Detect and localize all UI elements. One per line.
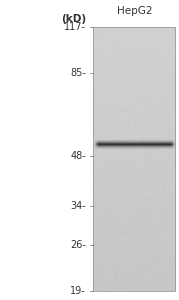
- Text: 85-: 85-: [70, 68, 86, 78]
- Text: 19-: 19-: [70, 286, 86, 296]
- Text: HepG2: HepG2: [117, 7, 152, 16]
- Bar: [93, 27, 175, 291]
- Text: 117-: 117-: [64, 22, 86, 32]
- Text: 34-: 34-: [70, 202, 86, 212]
- Text: 26-: 26-: [70, 240, 86, 250]
- Text: (kD): (kD): [61, 14, 86, 24]
- Text: 48-: 48-: [70, 152, 86, 161]
